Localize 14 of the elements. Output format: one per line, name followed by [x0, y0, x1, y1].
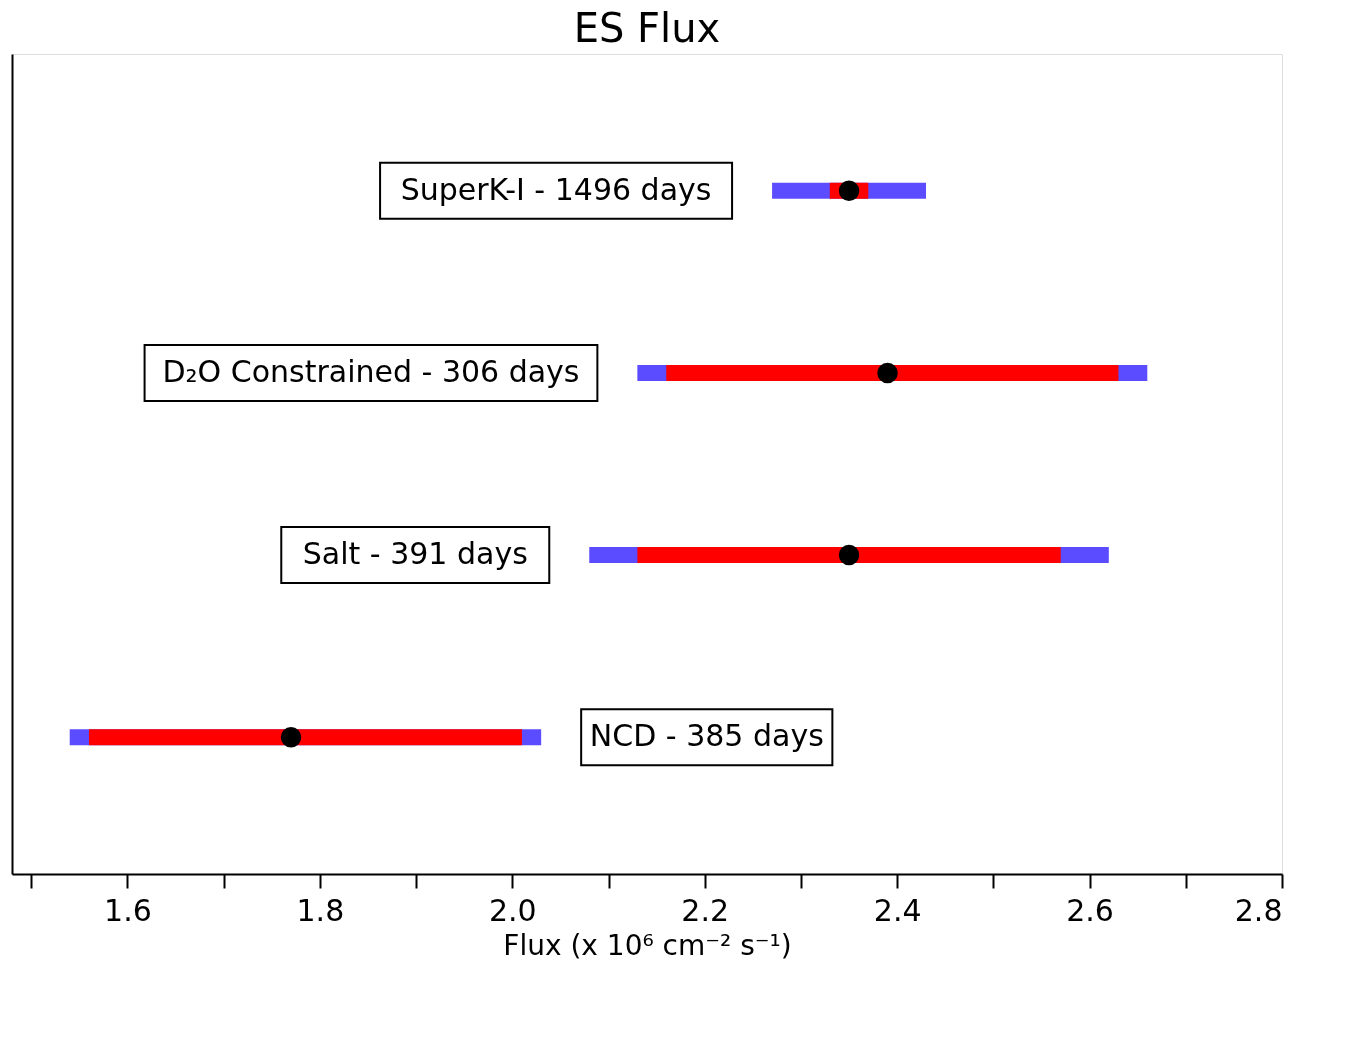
y-tick-label: D₂O Constrained - 306 days — [162, 353, 580, 389]
x-tick-label: 2.0 — [488, 892, 537, 928]
x-tick-label: 2.2 — [681, 892, 730, 928]
x-tick-label: 2.6 — [1066, 892, 1114, 928]
y-tick-label: Salt - 391 days — [302, 536, 528, 572]
x-tick-label: 2.4 — [873, 892, 922, 928]
x-axis-title: Flux (x 10⁶ cm⁻² s⁻¹) — [503, 928, 792, 962]
x-tick-label: 1.8 — [296, 892, 345, 928]
x-tick-label: 1.6 — [104, 892, 152, 928]
chart-title: ES Flux — [573, 5, 721, 51]
y-tick-label: SuperK-I - 1496 days — [400, 171, 712, 207]
bar — [637, 547, 1061, 564]
x-tick-label: 2.8 — [1234, 892, 1283, 928]
y-tick-label: NCD - 385 days — [589, 718, 824, 754]
